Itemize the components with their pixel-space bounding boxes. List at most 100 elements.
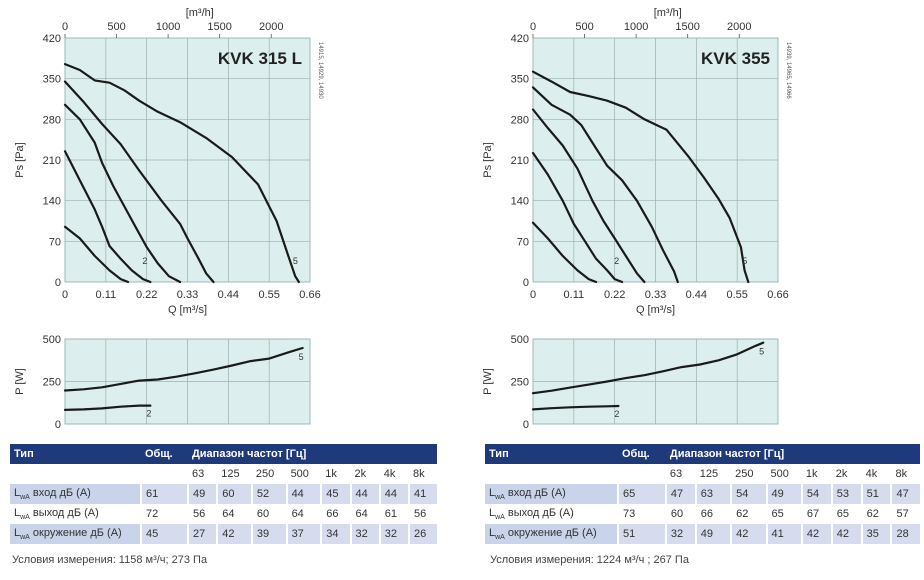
x2-tick-label: 0 (530, 21, 536, 33)
curve-label-5: 5 (759, 347, 764, 357)
value-cell: 44 (349, 484, 380, 504)
value-cell: 66 (694, 504, 732, 524)
y-tick-label: 350 (43, 74, 61, 86)
header-type: Тип (485, 444, 618, 464)
freq-cell: 250 (251, 464, 287, 484)
curve-label-5: 5 (293, 256, 298, 266)
value-cell: 62 (860, 504, 892, 524)
value-cell: 32 (378, 524, 410, 544)
value-cell: 65 (765, 504, 802, 524)
y-tick-label: 0 (55, 277, 61, 289)
y-tick-label: 250 (43, 377, 61, 389)
value-cell: 64 (285, 504, 322, 524)
value-cell: 49 (186, 484, 218, 504)
x-tick-label: 0 (62, 289, 68, 301)
value-cell: 47 (890, 484, 920, 504)
total-cell: 73 (617, 504, 666, 524)
x-tick-label: 0.11 (564, 289, 585, 301)
header-frequency-range: Диапазон частот [Гц] (187, 444, 437, 464)
curve-2 (531, 404, 620, 411)
value-cell: 60 (664, 504, 696, 524)
curve-5 (531, 70, 750, 284)
y-tick-label: 500 (511, 334, 529, 346)
frequency-row: 63 125 250 500 1k 2k 4k 8k (485, 464, 920, 484)
value-cell: 42 (216, 524, 252, 544)
table-header-row: Тип Общ. Диапазон частот [Гц] (10, 444, 437, 464)
y-axis-label: Ps [Pa] (14, 142, 26, 177)
value-cell: 65 (830, 504, 862, 524)
x2-tick-label: 500 (575, 21, 593, 33)
noise-table-kvk-315-l: Тип Общ. Диапазон частот [Гц] 63 125 250… (10, 444, 437, 544)
row-label: LwA вход дБ (A) (10, 484, 141, 504)
freq-cell: 125 (217, 464, 252, 484)
value-cell: 39 (250, 524, 287, 544)
x-tick-label: 0.33 (645, 289, 666, 301)
x-tick-label: 0.33 (177, 289, 198, 301)
value-cell: 37 (285, 524, 322, 544)
y-tick-label: 0 (523, 419, 529, 431)
header-frequency-range: Диапазон частот [Гц] (665, 444, 920, 464)
x2-axis-label: [m³/h] (186, 7, 214, 19)
x2-axis-label: [m³/h] (654, 7, 682, 19)
header-total: Общ. (618, 444, 666, 464)
curve-3 (531, 108, 646, 284)
panel-kvk-355: 0 70 140 210 280 350 420 0 0.11 0.22 0.33 0.44 0.55 0… (476, 0, 924, 580)
value-cell: 53 (830, 484, 862, 504)
y-tick-label: 140 (43, 196, 61, 208)
freq-cell: 125 (695, 464, 732, 484)
value-cell: 27 (186, 524, 218, 544)
row-label: LwA выход дБ (A) (10, 504, 141, 524)
total-cell: 61 (140, 484, 188, 504)
x2-tick-label: 1000 (624, 21, 648, 33)
value-cell: 47 (664, 484, 696, 504)
curve-label-2: 2 (614, 409, 619, 419)
value-cell: 41 (408, 484, 437, 504)
total-cell: 45 (140, 524, 188, 544)
curve-3 (63, 103, 182, 284)
value-cell: 49 (765, 484, 802, 504)
value-cell: 60 (250, 504, 287, 524)
y-tick-label: 0 (523, 277, 529, 289)
value-cell: 32 (349, 524, 380, 544)
freq-cell: 2k (350, 464, 380, 484)
value-cell: 44 (378, 484, 410, 504)
curve-2 (63, 150, 152, 284)
freq-cell: 63 (665, 464, 696, 484)
curve-5 (63, 62, 300, 284)
y-tick-label: 250 (511, 377, 529, 389)
freq-cell: 500 (286, 464, 322, 484)
table-row-outlet: LwA выход дБ (A) 73 60 66 62 65 67 65 62… (485, 504, 920, 524)
x-tick-label: 0 (530, 289, 536, 301)
x2-tick-label: 2000 (727, 21, 751, 33)
chart-title: KVK 315 L (218, 49, 302, 68)
table-row-outlet: LwA выход дБ (A) 72 56 64 60 64 66 64 61… (10, 504, 437, 524)
freq-cell: 63 (187, 464, 218, 484)
y-tick-label: 420 (43, 33, 61, 45)
curve-1 (63, 225, 130, 284)
y-axis-label: P [W] (14, 368, 26, 395)
x-tick-label: 0.55 (726, 289, 747, 301)
curve-2 (531, 151, 624, 284)
value-cell: 64 (349, 504, 380, 524)
panel-kvk-315-l: 0 70 140 210 280 350 420 0 0.11 0.22 0.33 0.44 0.55 0… (0, 0, 450, 580)
row-label: LwA окружение дБ (A) (10, 524, 141, 544)
x-tick-label: 0.66 (299, 289, 320, 301)
curve-5 (63, 346, 304, 392)
curve-label-2: 2 (142, 256, 147, 266)
value-cell: 51 (860, 484, 892, 504)
x2-tick-label: 1000 (156, 21, 180, 33)
power-chart-kvk-315-l: 0 250 500 P [W] 2 5 (14, 334, 311, 431)
value-cell: 54 (730, 484, 767, 504)
curve-label-5: 5 (742, 256, 747, 266)
y-tick-label: 210 (511, 155, 529, 167)
value-cell: 42 (800, 524, 832, 544)
product-code: 14939, 14965, 14966 (785, 42, 791, 99)
freq-cell: 1k (321, 464, 351, 484)
measurement-conditions: Условия измерения: 1158 м³/ч; 273 Па (12, 554, 208, 566)
value-cell: 63 (694, 484, 732, 504)
y-tick-label: 210 (43, 155, 61, 167)
value-cell: 28 (890, 524, 920, 544)
x-tick-label: 0.22 (604, 289, 625, 301)
